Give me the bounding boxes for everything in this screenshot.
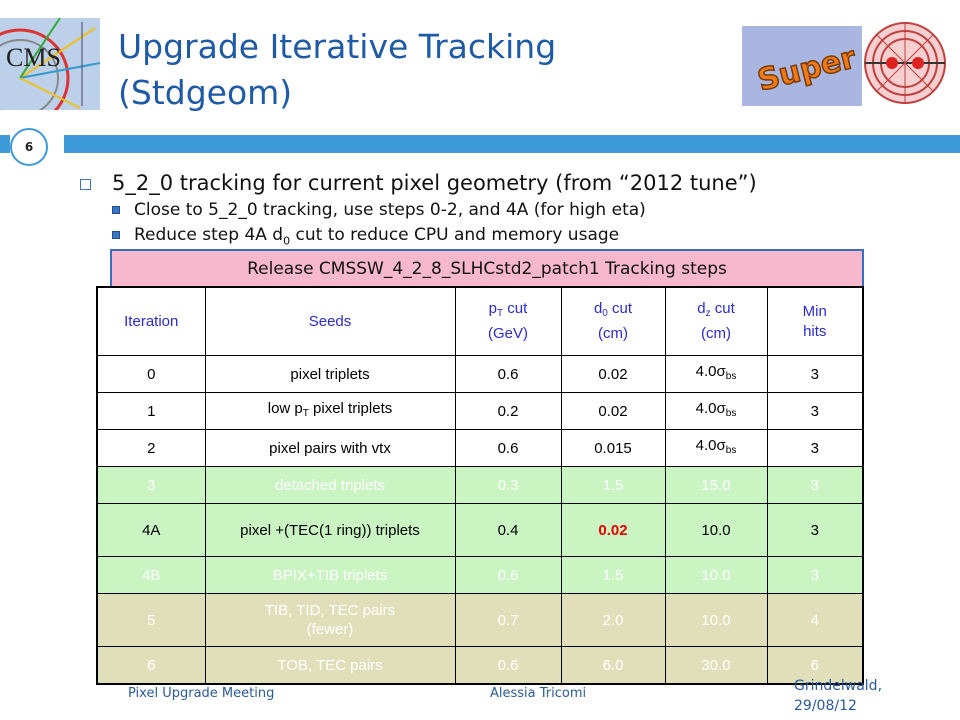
cell-min-hits: 3 [766,355,864,393]
cell-d0-cut: 1.5 [560,556,666,594]
square-bullet-icon [112,231,120,239]
title-line-2: (Stdgeom) [118,73,293,112]
lhc-logo [862,14,948,112]
bullet-sub-2-text: Reduce step 4A d0 cut to reduce CPU and … [134,225,620,248]
cell-pt-cut: 0.6 [454,556,562,594]
cell-pt-cut: 0.7 [454,593,562,647]
cell-seeds: pixel triplets [204,355,456,393]
cell-dz-cut: 15.0 [664,466,768,504]
cell-seeds: BPIX+TIB triplets [204,556,456,594]
cell-seeds: pixel pairs with vtx [204,429,456,467]
cell-iteration: 4A [96,503,206,557]
cell-d0-cut: 6.0 [560,646,666,685]
cell-d0-cut: 0.015 [560,429,666,467]
cell-iteration: 6 [96,646,206,685]
cell-dz-cut: 10.0 [664,556,768,594]
super-logo: Super [742,26,862,106]
cell-pt-cut: 0.4 [454,503,562,557]
cell-d0-cut: 0.02 [560,392,666,430]
footer-left: Pixel Upgrade Meeting [128,686,275,701]
cell-pt-cut: 0.6 [454,429,562,467]
cell-seeds: TOB, TEC pairs [204,646,456,685]
cell-dz-cut: 4.0σbs [664,429,768,467]
header-seeds: Seeds [204,286,456,356]
cell-pt-cut: 0.2 [454,392,562,430]
header-d0-cut: d0 cut (cm) [560,286,666,356]
cell-seeds: pixel +(TEC(1 ring)) triplets [204,503,456,557]
header-dz-cut: dz cut (cm) [664,286,768,356]
cell-iteration: 2 [96,429,206,467]
header-pt-cut: pT cut (GeV) [454,286,562,356]
cell-dz-cut: 4.0σbs [664,355,768,393]
cell-dz-cut: 10.0 [664,503,768,557]
header-min-hits: Min hits [766,286,864,356]
cell-d0-cut: 0.02 [560,355,666,393]
table-header-row: Iteration Seeds pT cut (GeV) d0 cut (cm) d… [96,286,864,356]
cell-iteration: 1 [96,392,206,430]
footer-location: Grindelwald, [794,678,883,694]
cell-dz-cut: 10.0 [664,593,768,647]
cell-min-hits: 4 [766,593,864,647]
bullet-sub-2: Reduce step 4A d0 cut to reduce CPU and … [78,223,948,253]
bullet-main-text: 5_2_0 tracking for current pixel geometr… [112,171,757,195]
cell-iteration: 3 [96,466,206,504]
cell-min-hits: 6 [766,646,864,685]
table-row: 2 pixel pairs with vtx 0.6 0.015 4.0σbs … [96,429,864,467]
cell-pt-cut: 0.6 [454,355,562,393]
cell-min-hits: 3 [766,466,864,504]
footer-center: Alessia Tricomi [490,686,587,701]
cell-min-hits: 3 [766,503,864,557]
title-line-1: Upgrade Iterative Tracking [118,27,557,66]
cell-d0-cut: 1.5 [560,466,666,504]
table-row: 4B BPIX+TIB triplets 0.6 1.5 10.0 3 [96,556,864,594]
svg-text:CMS: CMS [6,43,61,72]
table-row: 5 TIB, TID, TEC pairs (fewer) 0.7 2.0 10… [96,593,864,647]
bullet-sub-1: Close to 5_2_0 tracking, use steps 0-2, … [78,198,948,223]
table-row: 1 low pT pixel triplets 0.2 0.02 4.0σbs … [96,392,864,430]
cell-pt-cut: 0.6 [454,646,562,685]
cell-min-hits: 3 [766,429,864,467]
cell-d0-cut: 2.0 [560,593,666,647]
square-bullet-icon [112,206,120,214]
cms-logo: CMS [0,18,100,110]
hollow-square-bullet-icon [80,179,91,190]
cell-seeds: TIB, TID, TEC pairs (fewer) [204,593,456,647]
cell-min-hits: 3 [766,556,864,594]
table-row: 3 detached triplets 0.3 1.5 15.0 3 [96,466,864,504]
accent-bar-left [0,135,10,153]
cell-iteration: 4B [96,556,206,594]
cell-d0-cut-highlighted: 0.02 [560,503,666,557]
footer-right: Grindelwald, 29/08/12 [794,676,944,716]
table-row: 6 TOB, TEC pairs 0.6 6.0 30.0 6 [96,646,864,685]
cell-iteration: 0 [96,355,206,393]
table-row: 4A pixel +(TEC(1 ring)) triplets 0.4 0.0… [96,503,864,557]
cell-min-hits: 3 [766,392,864,430]
bullet-sub-1-text: Close to 5_2_0 tracking, use steps 0-2, … [134,200,646,220]
cell-dz-cut: 30.0 [664,646,768,685]
bullet-main: 5_2_0 tracking for current pixel geometr… [78,168,948,198]
cell-seeds: low pT pixel triplets [204,392,456,430]
bullet-list: 5_2_0 tracking for current pixel geometr… [78,168,948,253]
cell-dz-cut: 4.0σbs [664,392,768,430]
tracking-steps-table: Iteration Seeds pT cut (GeV) d0 cut (cm) d… [96,286,864,685]
slide-number: 6 [10,128,48,166]
accent-bar [64,135,960,153]
cell-pt-cut: 0.3 [454,466,562,504]
table-row: 0 pixel triplets 0.6 0.02 4.0σbs 3 [96,355,864,393]
slide-title: Upgrade Iterative Tracking (Stdgeom) [118,24,718,116]
header-iteration: Iteration [96,286,206,356]
cell-seeds: detached triplets [204,466,456,504]
cell-iteration: 5 [96,593,206,647]
release-banner: Release CMSSW_4_2_8_SLHCstd2_patch1 Trac… [110,249,864,289]
footer-date: 29/08/12 [794,698,857,714]
